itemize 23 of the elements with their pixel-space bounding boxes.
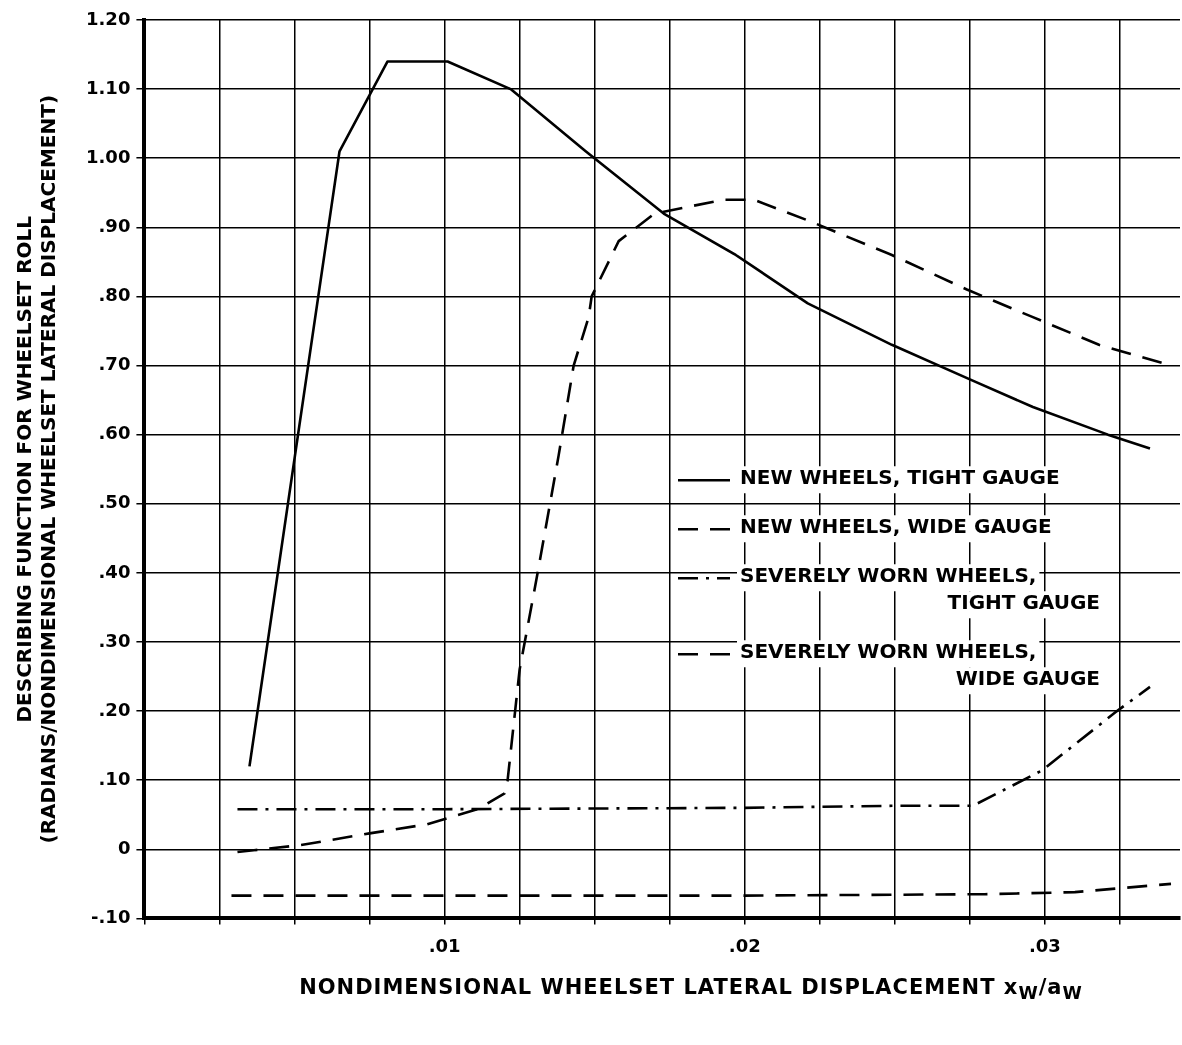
y-tick-label: 1.00 — [85, 145, 131, 167]
y-axis-title: DESCRIBING FUNCTION FOR WHEELSET ROLL (RADIANS/NONDIMENSIONAL WHEELSET LATERAL DISPLACEMENT) — [12, 94, 61, 844]
y-tick-label: 1.10 — [85, 76, 131, 98]
y-tick-label: 1.20 — [85, 7, 131, 29]
y-tick-label: .80 — [98, 284, 131, 306]
y-tick-label: .70 — [98, 353, 131, 375]
y-tick-label: .20 — [98, 698, 131, 720]
x-axis-title: NONDIMENSIONAL WHEELSET LATERAL DISPLACEMENT x$_{W}$/a$_{W}$ — [298, 975, 1084, 1004]
x-tick-label: .02 — [728, 934, 761, 956]
y-tick-label: .90 — [98, 214, 131, 236]
y-tick-label: 0 — [117, 836, 131, 858]
y-tick-label: .30 — [98, 629, 131, 651]
y-tick-label: .50 — [98, 491, 131, 513]
y-tick-label: .40 — [98, 560, 131, 582]
y-tick-label: -.10 — [91, 906, 131, 928]
legend-label: SEVERELY WORN WHEELS, TIGHT GAUGE — [740, 563, 1100, 615]
legend-label: NEW WHEELS, WIDE GAUGE — [740, 514, 1052, 539]
y-tick-label: .60 — [98, 422, 131, 444]
x-tick-label: .03 — [1028, 934, 1061, 956]
y-tick-label: .10 — [98, 767, 131, 789]
x-tick-label: .01 — [428, 934, 461, 956]
legend-label: NEW WHEELS, TIGHT GAUGE — [740, 465, 1060, 490]
legend-label: SEVERELY WORN WHEELS, WIDE GAUGE — [740, 639, 1100, 691]
